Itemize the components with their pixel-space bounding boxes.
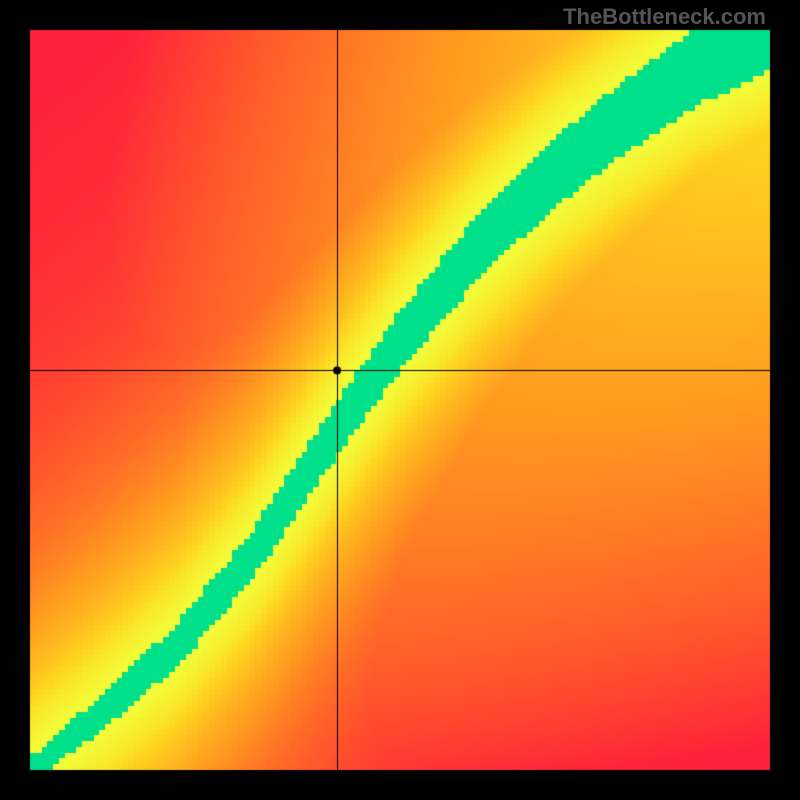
bottleneck-heatmap <box>0 0 800 800</box>
watermark-text: TheBottleneck.com <box>563 4 766 30</box>
chart-container: TheBottleneck.com <box>0 0 800 800</box>
